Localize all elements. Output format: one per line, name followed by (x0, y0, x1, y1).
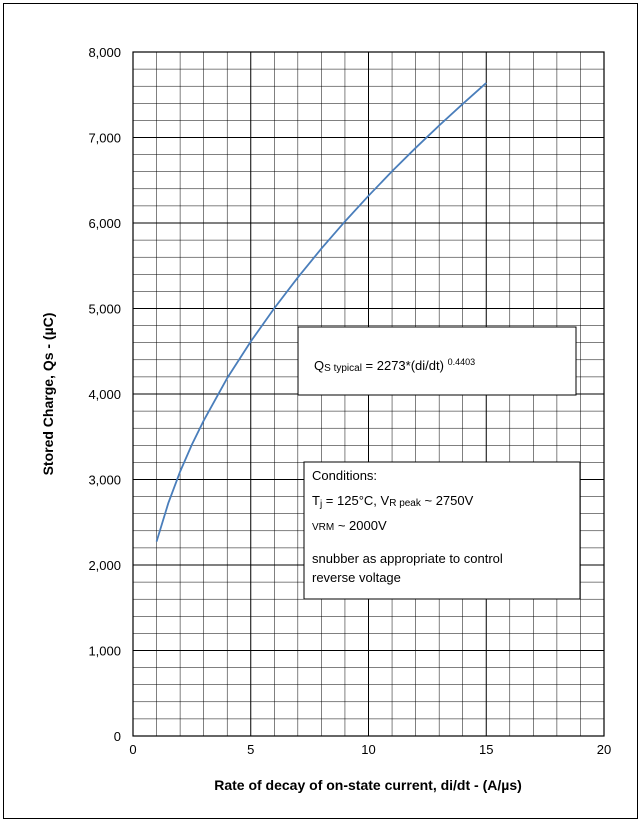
conditions-line-1: Tj = 125°C, VR peak ~ 2750V (312, 493, 474, 510)
y-tick-label: 0 (114, 729, 121, 744)
conditions-box (303, 461, 581, 600)
series-line-qs (155, 82, 487, 542)
y-tick-label: 2,000 (88, 558, 121, 573)
x-axis-title: Rate of decay of on-state current, di/dt… (214, 777, 522, 793)
conditions-annotation: Conditions: Tj = 125°C, VR peak ~ 2750V … (303, 461, 581, 600)
y-tick-label: 3,000 (88, 473, 121, 488)
y-tick-label: 1,000 (88, 644, 121, 659)
conditions-line-3: snubber as appropriate to control (312, 551, 503, 566)
x-tick-label: 10 (361, 742, 375, 757)
plot-area-border (132, 51, 605, 737)
y-tick-label: 6,000 (88, 216, 121, 231)
x-tick-label: 15 (479, 742, 493, 757)
conditions-line-2: VRM ~ 2000V (312, 518, 387, 533)
y-tick-label: 8,000 (88, 45, 121, 60)
x-tick-labels: 0 5 10 15 20 (129, 742, 611, 757)
x-tick-label: 20 (597, 742, 611, 757)
formula-box (297, 326, 577, 396)
x-tick-label: 5 (247, 742, 254, 757)
y-tick-labels: 0 1,000 2,000 3,000 4,000 5,000 6,000 7,000 8,00… (88, 45, 121, 744)
x-tick-label: 0 (129, 742, 136, 757)
chart-frame (3, 3, 638, 819)
conditions-line-4: reverse voltage (312, 570, 401, 585)
formula-annotation: QS typical = 2273*(di/dt) 0.4403 (297, 326, 577, 396)
y-tick-label: 7,000 (88, 131, 121, 146)
y-axis-title: Stored Charge, Qs - (µC) (40, 313, 56, 476)
conditions-title: Conditions: (312, 468, 377, 483)
formula-text: QS typical = 2273*(di/dt) 0.4403 (314, 357, 475, 374)
y-tick-label: 5,000 (88, 302, 121, 317)
y-tick-label: 4,000 (88, 387, 121, 402)
